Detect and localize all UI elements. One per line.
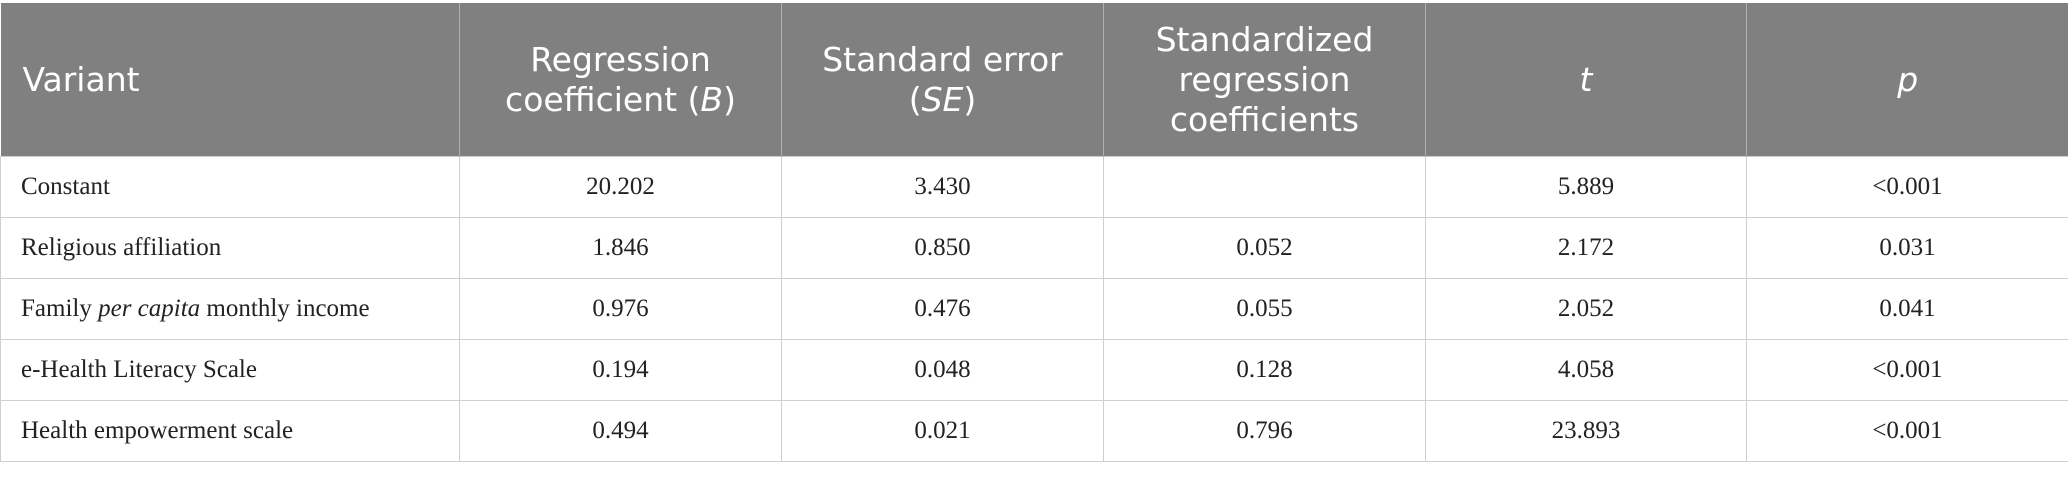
table-cell: 0.494 (460, 401, 782, 462)
row-label: Constant (1, 157, 460, 218)
table-cell: <0.001 (1747, 157, 2068, 218)
table-cell: 2.172 (1426, 218, 1747, 279)
text-run: Standardized regression coefficients (1156, 20, 1374, 139)
table-cell: <0.001 (1747, 340, 2068, 401)
table-cell: 0.194 (460, 340, 782, 401)
table-cell: 0.048 (782, 340, 1104, 401)
table-cell: 2.052 (1426, 279, 1747, 340)
text-run: monthly income (200, 295, 369, 322)
table-cell: 4.058 (1426, 340, 1747, 401)
text-run: ) (723, 80, 736, 119)
table-cell: 5.889 (1426, 157, 1747, 218)
text-run: per capita (98, 295, 200, 322)
table-cell: 0.128 (1104, 340, 1426, 401)
column-header: p (1747, 3, 2068, 157)
text-run: Religious affiliation (21, 234, 221, 261)
table-cell: 0.031 (1747, 218, 2068, 279)
table-cell: 0.976 (460, 279, 782, 340)
text-run: Regression coefficient ( (505, 40, 711, 119)
table-cell: 0.796 (1104, 401, 1426, 462)
column-header: Standard error (SE) (782, 3, 1104, 157)
table-cell: 0.476 (782, 279, 1104, 340)
page: {"table": { "header": [ [{"text": "Varia… (0, 3, 2068, 485)
text-run: SE (922, 80, 964, 119)
text-run: e-Health Literacy Scale (21, 356, 257, 383)
table-cell: 0.041 (1747, 279, 2068, 340)
row-label: Family per capita monthly income (1, 279, 460, 340)
row-label: Health empowerment scale (1, 401, 460, 462)
table-cell: <0.001 (1747, 401, 2068, 462)
text-run: Constant (21, 173, 110, 200)
table-cell: 0.850 (782, 218, 1104, 279)
column-header: Regression coefficient (B) (460, 3, 782, 157)
column-header: Standardized regression coefficients (1104, 3, 1426, 157)
table-cell: 20.202 (460, 157, 782, 218)
table-cell: 23.893 (1426, 401, 1747, 462)
text-run: Variant (23, 60, 140, 99)
table-cell (1104, 157, 1426, 218)
column-header: t (1426, 3, 1747, 157)
text-run: B (700, 80, 723, 119)
text-run: p (1897, 60, 1918, 99)
table-cell: 0.021 (782, 401, 1104, 462)
text-run: ) (963, 80, 976, 119)
table-cell: 0.055 (1104, 279, 1426, 340)
text-run: Family (21, 295, 98, 322)
table-cell: 0.052 (1104, 218, 1426, 279)
row-label: Religious affiliation (1, 218, 460, 279)
table-cell: 1.846 (460, 218, 782, 279)
text-run: Health empowerment scale (21, 417, 293, 444)
row-label: e-Health Literacy Scale (1, 340, 460, 401)
column-header: Variant (1, 3, 460, 157)
text-run: t (1580, 60, 1593, 99)
table-cell: 3.430 (782, 157, 1104, 218)
